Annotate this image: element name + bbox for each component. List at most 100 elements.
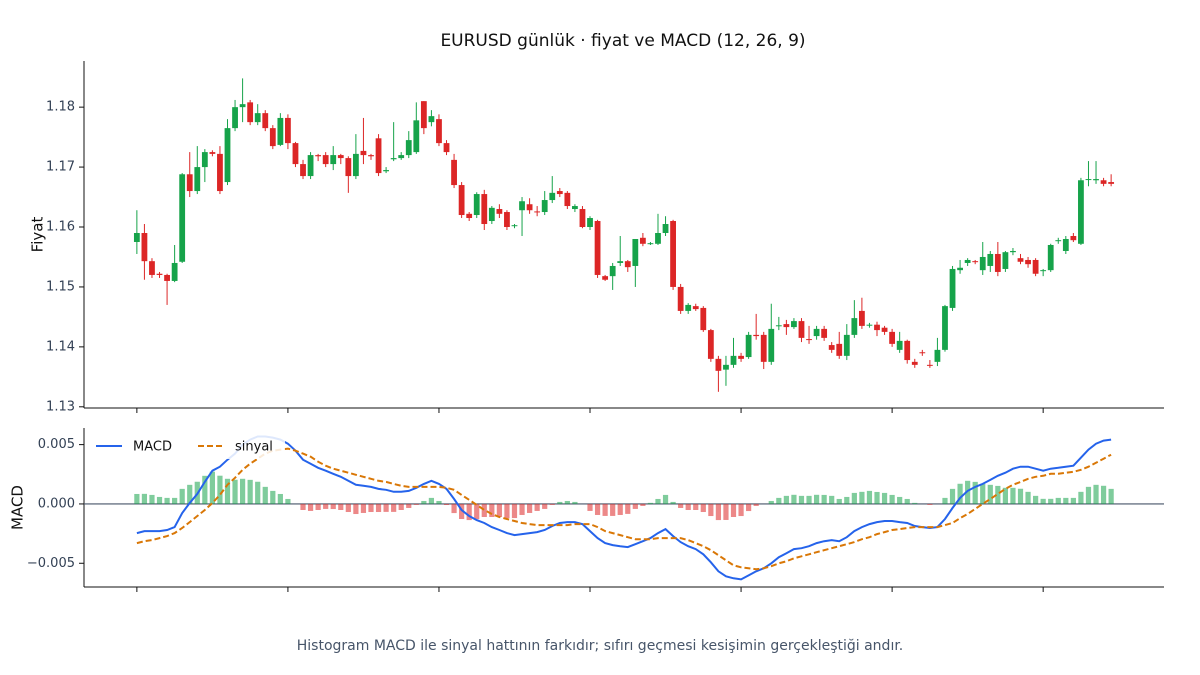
histogram-bar — [768, 500, 774, 504]
histogram-bar — [323, 503, 329, 509]
histogram-bar — [526, 503, 533, 513]
candle-body — [587, 218, 593, 228]
candle-body — [481, 194, 488, 225]
histogram-bar — [443, 503, 450, 506]
candle-body — [285, 117, 291, 144]
histogram-bar — [459, 503, 465, 520]
candle-body — [775, 325, 782, 327]
histogram-bar — [987, 484, 993, 504]
histogram-bar — [632, 503, 638, 509]
histogram-bar — [1048, 498, 1054, 504]
histogram-bar — [610, 503, 616, 516]
y-tick-label: 1.15 — [46, 279, 75, 294]
histogram-bar — [693, 503, 699, 510]
histogram-bar — [662, 494, 669, 504]
histogram-bar — [247, 479, 253, 504]
histogram-bar — [776, 497, 782, 504]
histogram-bar — [436, 500, 442, 504]
y-tick-label: 0.000 — [38, 496, 75, 511]
histogram-bar — [217, 475, 223, 504]
histogram-bar — [375, 503, 382, 513]
candle-body — [1093, 179, 1099, 181]
histogram-bar — [821, 494, 827, 504]
candle-body — [594, 221, 601, 275]
histogram-bar — [209, 471, 215, 504]
histogram-bar — [134, 493, 140, 504]
candle-body — [730, 355, 737, 365]
histogram-bar — [995, 485, 1001, 504]
caption: Histogram MACD ile sinyal hattının farkı… — [297, 638, 904, 654]
candle-body — [919, 352, 926, 354]
candle-body — [874, 324, 880, 331]
histogram-bar — [685, 503, 691, 510]
candle-body — [798, 321, 805, 338]
candle-body — [352, 153, 359, 177]
histogram-bar — [647, 502, 654, 504]
histogram-bar — [474, 503, 480, 520]
histogram-bar — [1070, 497, 1076, 504]
histogram-bar — [338, 503, 344, 510]
candle-body — [745, 334, 752, 358]
candle-body — [149, 261, 155, 275]
candle-body — [1010, 250, 1016, 253]
histogram-bar — [715, 503, 722, 521]
candle-body — [254, 113, 261, 123]
candle-body — [911, 361, 918, 365]
candle-body — [1002, 252, 1009, 269]
histogram-bar — [534, 503, 540, 511]
candle-body — [609, 265, 616, 277]
histogram-bar — [383, 503, 389, 512]
histogram-bar — [187, 484, 193, 504]
histogram-bar — [1108, 488, 1114, 504]
candle-body — [579, 209, 586, 228]
histogram-bar — [504, 503, 510, 519]
histogram-bar — [557, 501, 563, 504]
candle-body — [859, 310, 865, 326]
histogram-bar — [141, 493, 148, 504]
histogram-bar — [670, 501, 676, 504]
histogram-bar — [927, 503, 933, 505]
candle-body — [292, 143, 299, 165]
candle-body — [300, 164, 306, 177]
candle-body — [836, 343, 843, 356]
candle-body — [534, 211, 541, 213]
candle-body — [972, 261, 979, 263]
histogram-bar — [406, 503, 412, 508]
candle-body — [171, 262, 178, 281]
candle-body — [866, 324, 873, 326]
candle-body — [1062, 238, 1069, 251]
candle-body — [368, 155, 374, 157]
candle-body — [768, 328, 775, 362]
histogram-bar — [1017, 488, 1024, 504]
legend-label: MACD — [133, 440, 172, 455]
series-line — [136, 447, 1112, 571]
histogram-bar — [965, 480, 971, 504]
candle-body — [209, 152, 216, 154]
histogram-bar — [481, 503, 487, 517]
candle-body — [881, 327, 888, 332]
y-tick-label: 0.005 — [38, 437, 75, 452]
histogram-bar — [783, 495, 789, 504]
candle-body — [806, 339, 812, 341]
histogram-bar — [640, 503, 646, 506]
histogram-bar — [957, 483, 963, 504]
candle-body — [141, 233, 148, 262]
candle-body — [639, 237, 646, 244]
histogram-bar — [255, 481, 261, 504]
candle-body — [670, 221, 676, 287]
candle-body — [1017, 258, 1024, 262]
y-tick-label: 1.14 — [46, 339, 75, 354]
histogram-bar — [949, 488, 956, 504]
candle-body — [556, 191, 563, 195]
histogram-bar — [746, 503, 752, 512]
candle-body — [813, 328, 820, 337]
histogram-bar — [881, 492, 888, 504]
candle-body — [375, 138, 382, 174]
candle-body — [519, 201, 525, 211]
candle-body — [217, 153, 223, 192]
histogram-bar — [277, 493, 283, 504]
chart-title: EURUSD günlük · fiyat ve MACD (12, 26, 9… — [440, 31, 805, 51]
candle-body — [715, 358, 722, 371]
histogram-bar — [897, 496, 903, 504]
